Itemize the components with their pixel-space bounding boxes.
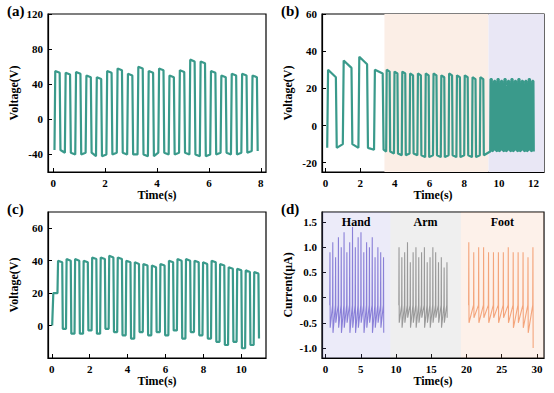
svg-text:40: 40 [32, 255, 44, 267]
svg-text:40: 40 [306, 45, 318, 57]
svg-text:2: 2 [102, 177, 108, 189]
svg-text:-20: -20 [302, 157, 317, 169]
svg-text:12: 12 [528, 177, 540, 189]
svg-text:0: 0 [323, 177, 329, 189]
svg-text:10: 10 [236, 363, 248, 375]
svg-text:5: 5 [358, 363, 364, 375]
svg-text:8: 8 [461, 177, 467, 189]
svg-text:0: 0 [38, 113, 44, 125]
svg-text:0.0: 0.0 [303, 292, 317, 304]
svg-text:Time(s): Time(s) [413, 374, 452, 388]
svg-text:0: 0 [312, 120, 318, 132]
svg-text:120: 120 [27, 8, 44, 20]
svg-text:-40: -40 [28, 148, 43, 160]
svg-text:60: 60 [32, 222, 44, 234]
svg-text:30: 30 [531, 363, 543, 375]
svg-text:4: 4 [154, 177, 160, 189]
svg-text:0: 0 [49, 363, 55, 375]
svg-text:(d): (d) [281, 201, 299, 218]
svg-text:Time(s): Time(s) [137, 188, 176, 202]
svg-text:Time(s): Time(s) [137, 374, 176, 388]
svg-text:6: 6 [206, 177, 212, 189]
svg-text:20: 20 [306, 82, 318, 94]
svg-text:20: 20 [32, 287, 44, 299]
svg-text:25: 25 [496, 363, 508, 375]
svg-text:Voltage(V): Voltage(V) [281, 66, 295, 121]
svg-text:Hand: Hand [342, 215, 371, 229]
svg-text:8: 8 [201, 363, 207, 375]
svg-text:6: 6 [427, 177, 433, 189]
svg-text:(a): (a) [7, 3, 25, 20]
svg-text:60: 60 [306, 8, 318, 20]
svg-text:1.5: 1.5 [303, 216, 317, 228]
svg-text:0: 0 [50, 177, 56, 189]
svg-text:6: 6 [163, 363, 169, 375]
svg-text:15: 15 [426, 363, 438, 375]
svg-text:20: 20 [461, 363, 473, 375]
svg-text:80: 80 [32, 43, 44, 55]
svg-text:10: 10 [391, 363, 403, 375]
svg-text:(c): (c) [7, 201, 24, 218]
svg-text:Time(s): Time(s) [413, 188, 452, 202]
svg-text:1.0: 1.0 [303, 241, 317, 253]
svg-text:-0.5: -0.5 [300, 317, 318, 329]
svg-text:-1.0: -1.0 [300, 342, 318, 354]
svg-text:0: 0 [323, 363, 329, 375]
svg-text:40: 40 [32, 78, 44, 90]
svg-text:Voltage(V): Voltage(V) [7, 258, 21, 313]
svg-text:8: 8 [258, 177, 264, 189]
svg-text:Foot: Foot [491, 215, 514, 229]
svg-text:4: 4 [125, 363, 131, 375]
svg-text:Arm: Arm [414, 215, 438, 229]
svg-text:0.5: 0.5 [303, 266, 317, 278]
svg-text:2: 2 [87, 363, 93, 375]
svg-text:Voltage(V): Voltage(V) [7, 66, 21, 121]
svg-text:10: 10 [493, 177, 505, 189]
svg-text:(b): (b) [281, 3, 299, 20]
svg-text:Current(μA): Current(μA) [281, 252, 295, 317]
svg-text:4: 4 [392, 177, 398, 189]
svg-text:0: 0 [38, 320, 44, 332]
svg-text:2: 2 [357, 177, 363, 189]
